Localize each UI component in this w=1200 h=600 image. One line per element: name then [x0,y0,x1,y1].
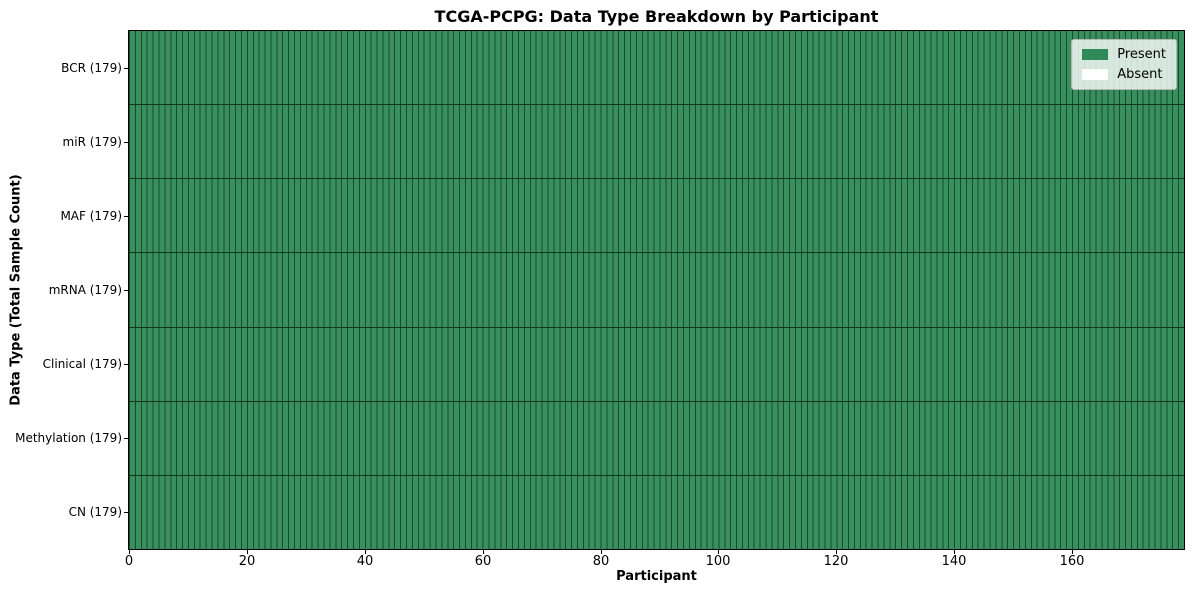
legend-label-absent: Absent [1117,67,1163,82]
y-tick-mark [124,142,128,143]
legend-entry-absent: Absent [1082,67,1166,82]
y-tick-label-bcr: BCR (179) [61,61,122,75]
y-tick-mark [124,216,128,217]
y-tick-mark [124,512,128,513]
y-tick-mark [124,290,128,291]
x-tick-label-80: 80 [592,554,610,569]
y-tick-mark [124,68,128,69]
x-tick-mark [247,550,248,554]
x-tick-mark [365,550,366,554]
y-tick-mark [124,438,128,439]
heatmap-row-methylation [129,401,1184,476]
x-axis-title: Participant [616,569,697,584]
y-tick-label-clinical: Clinical (179) [42,357,122,371]
heatmap-row-mir [129,105,1184,180]
legend-swatch-present [1082,49,1109,60]
x-tick-mark [129,550,130,554]
heatmap-row-clinical [129,327,1184,402]
y-tick-mark [124,364,128,365]
heatmap-row-maf [129,179,1184,254]
legend: Present Absent [1071,39,1177,90]
x-tick-label-160: 160 [1059,554,1085,569]
x-tick-label-100: 100 [705,554,731,569]
heatmap-row-mrna [129,253,1184,328]
legend-label-present: Present [1117,47,1166,62]
y-tick-label-methylation: Methylation (179) [15,431,122,445]
x-tick-label-20: 20 [238,554,256,569]
x-tick-label-60: 60 [474,554,492,569]
x-tick-label-0: 0 [124,554,134,569]
x-tick-mark [601,550,602,554]
x-tick-mark [718,550,719,554]
heatmap-rows [129,31,1184,549]
y-tick-label-mrna: mRNA (179) [48,283,122,297]
y-tick-label-maf: MAF (179) [60,209,122,223]
x-tick-label-120: 120 [823,554,849,569]
x-tick-mark [1072,550,1073,554]
legend-swatch-absent [1082,69,1109,80]
y-tick-label-mir: miR (179) [62,135,122,149]
x-tick-mark [954,550,955,554]
x-tick-label-140: 140 [941,554,967,569]
heatmap-row-bcr [129,31,1184,106]
x-tick-label-40: 40 [356,554,374,569]
x-tick-mark [836,550,837,554]
legend-entry-present: Present [1082,47,1166,62]
heatmap-row-cn [129,475,1184,549]
plot-area: Present Absent [128,30,1185,550]
chart-title: TCGA-PCPG: Data Type Breakdown by Partic… [434,7,879,26]
y-tick-label-cn: CN (179) [68,505,122,519]
x-tick-mark [483,550,484,554]
